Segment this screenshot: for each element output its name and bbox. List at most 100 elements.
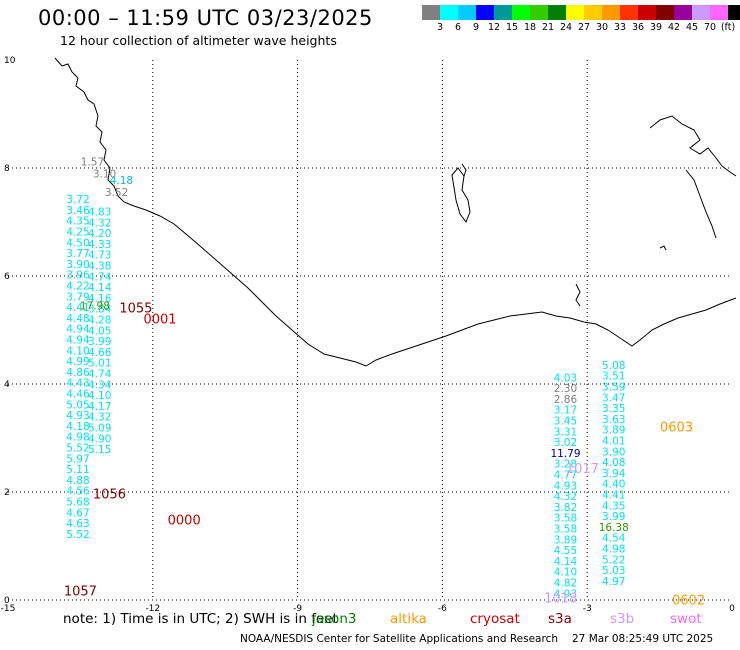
wave-height-value: 3.99 <box>88 336 111 348</box>
wave-height-value: 4.46 <box>66 389 90 401</box>
x-tick-label: -3 <box>583 604 592 614</box>
colorbar-swatch <box>422 5 440 20</box>
wave-height-value: 3.63 <box>602 414 625 426</box>
wave-height-value: 4.10 <box>66 345 89 357</box>
wave-height-value: 4.63 <box>66 518 89 530</box>
wave-height-value: 4.93 <box>554 588 577 600</box>
colorbar-label: 12 <box>487 22 501 33</box>
wave-height-value: 4.86 <box>66 367 90 379</box>
wave-height-value: 4.10 <box>88 390 111 402</box>
colorbar-swatch <box>548 5 566 20</box>
colorbar-swatch <box>440 5 458 20</box>
colorbar-label: 15 <box>505 22 519 33</box>
wave-height-value: 5.68 <box>66 497 89 509</box>
wave-height-value: 4.14 <box>554 556 578 568</box>
wave-height-value: 3.51 <box>602 371 625 383</box>
wave-height-value: 4.03 <box>554 372 577 384</box>
wave-height-value: 5.11 <box>66 464 89 476</box>
wave-height-value: 5.09 <box>88 423 111 435</box>
wave-height-value: 4.74 <box>88 369 112 381</box>
colorbar-swatch <box>674 5 692 20</box>
wave-height-value: 4.32 <box>88 217 111 229</box>
colorbar-swatch <box>566 5 584 20</box>
colorbar-label: (ft) <box>720 22 736 33</box>
wave-height-value: 5.08 <box>602 360 625 372</box>
legend-note: note: 1) Time is in UTC; 2) SWH is in fe… <box>63 611 338 627</box>
wave-height-value: 4.35 <box>602 500 625 512</box>
wave-height-value: 3.89 <box>554 534 577 546</box>
wave-height-value: 4.25 <box>66 227 89 239</box>
wave-height-value: 5.22 <box>602 554 625 566</box>
wave-height-value: 3.90 <box>66 259 89 271</box>
map-title: 00:00 – 11:59 UTC 03/23/2025 <box>38 6 373 30</box>
wave-height-value: 4.94 <box>66 335 90 347</box>
legend-s3b: s3b <box>610 611 635 627</box>
wave-height-value: 5.05 <box>66 399 89 411</box>
wave-height-value: 4.28 <box>88 315 111 327</box>
coastline-bay <box>451 167 471 224</box>
wave-height-value: 4.08 <box>602 457 625 469</box>
wave-height-value: 11.79 <box>550 448 580 460</box>
wave-height-value: 4.73 <box>88 250 111 262</box>
wave-height-value: 4.38 <box>88 261 111 273</box>
footer: NOAA/NESDIS Center for Satellite Applica… <box>240 633 713 645</box>
colorbar-swatch <box>476 5 494 20</box>
legend-cryosat: cryosat <box>470 611 520 627</box>
y-tick-label: 2 <box>4 488 10 498</box>
colorbar-swatch <box>710 5 728 20</box>
wave-height-value: 4.41 <box>66 302 89 314</box>
colorbar-swatch <box>602 5 620 20</box>
colorbar-label: 45 <box>685 22 699 33</box>
pass-time-label: 1057 <box>64 585 97 600</box>
wave-height-value: 3.99 <box>602 511 625 523</box>
colorbar-label: 6 <box>454 22 462 33</box>
wave-height-value: 1.57 <box>81 156 104 168</box>
legend-s3a: s3a <box>548 611 572 627</box>
coastline-main <box>54 57 737 367</box>
x-tick-label: -15 <box>1 604 16 614</box>
footer-agency: NOAA/NESDIS Center for Satellite Applica… <box>240 633 558 645</box>
wave-height-value: 3.46 <box>66 205 90 217</box>
wave-height-value: 4.82 <box>554 578 577 590</box>
wave-height-value: 4.10 <box>554 567 577 579</box>
wave-height-value: 4.40 <box>602 479 625 491</box>
wave-height-value: 3.90 <box>602 446 625 458</box>
wave-height-value: 4.99 <box>66 356 89 368</box>
wave-height-value: 2.30 <box>554 383 577 395</box>
colorbar-swatch <box>638 5 656 20</box>
colorbar-label: 18 <box>523 22 537 33</box>
map-grid <box>8 60 732 601</box>
wave-height-value: 3.17 <box>554 405 577 417</box>
colorbar-swatch <box>584 5 602 20</box>
wave-height-value: 16.38 <box>599 522 629 534</box>
wave-height-value: 4.33 <box>88 239 111 251</box>
pass-time-label: 1018 <box>544 592 577 607</box>
wave-height-value: 3.52 <box>105 187 128 199</box>
wave-height-value: 4.67 <box>66 507 89 519</box>
wave-height-value: 4.20 <box>88 228 111 240</box>
wave-height-value: 3.82 <box>554 502 577 514</box>
wave-height-value: 3.10 <box>93 169 116 181</box>
wave-height-value: 4.77 <box>554 470 577 482</box>
colorbar-labels: 3 6 9 12 15 18 21 24 27 30 33 36 39 42 45 70 (ft) <box>0 22 740 36</box>
wave-height-value: 4.43 <box>66 378 89 390</box>
y-tick-label: 10 <box>4 56 16 66</box>
wave-height-value: 4.88 <box>66 475 89 487</box>
colorbar <box>422 5 740 20</box>
wave-height-value: 4.66 <box>88 347 112 359</box>
wave-height-value: 4.22 <box>66 281 89 293</box>
colorbar-label: 9 <box>472 22 480 33</box>
wave-height-value: 3.47 <box>602 392 625 404</box>
wave-height-value: 5.15 <box>88 444 111 456</box>
wave-height-value: 4.93 <box>554 480 577 492</box>
wave-height-value: 5.52 <box>66 529 89 541</box>
colorbar-swatch <box>656 5 674 20</box>
colorbar-swatch <box>692 5 710 20</box>
pass-time-label: 0000 <box>168 513 201 528</box>
wave-height-value: 3.58 <box>554 524 577 536</box>
colorbar-swatch <box>530 5 548 20</box>
wave-height-value: 3.77 <box>66 248 89 260</box>
wave-height-value: 17.98 <box>80 300 110 312</box>
colorbar-label: 70 <box>703 22 717 33</box>
wave-height-value: 4.34 <box>88 379 112 391</box>
